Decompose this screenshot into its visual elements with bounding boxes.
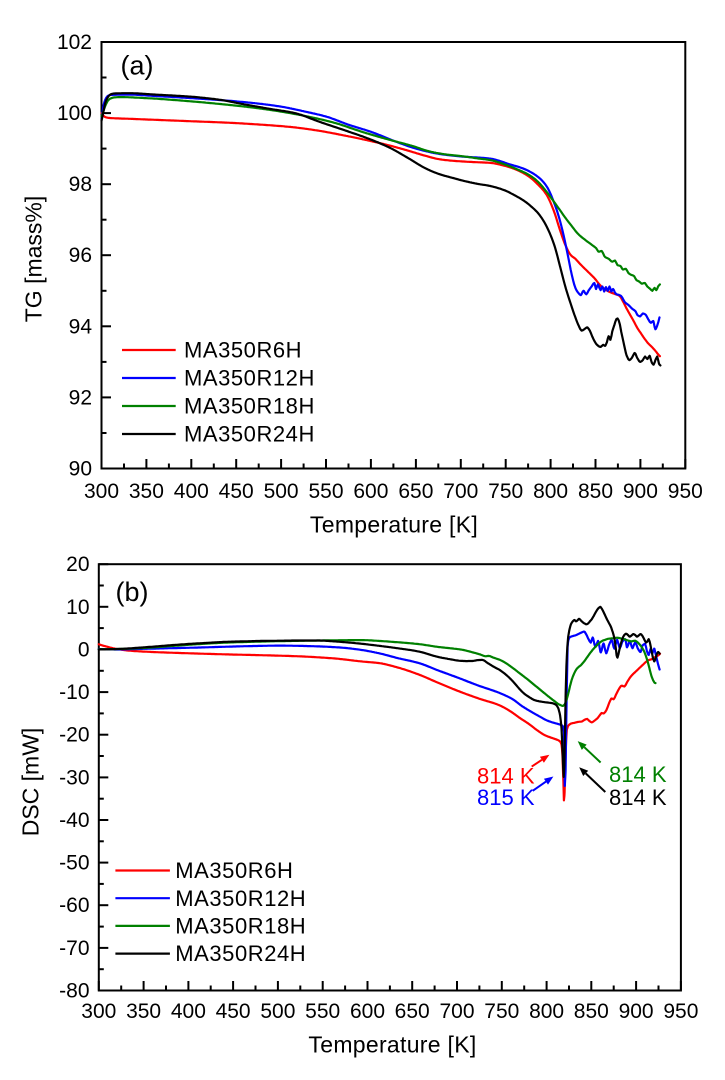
svg-text:814 K: 814 K	[609, 762, 667, 787]
svg-text:850: 850	[574, 1000, 609, 1023]
svg-text:814 K: 814 K	[609, 785, 667, 810]
svg-text:900: 900	[619, 1000, 654, 1023]
svg-text:700: 700	[439, 1000, 474, 1023]
svg-text:750: 750	[488, 480, 523, 503]
svg-text:450: 450	[216, 1000, 251, 1023]
svg-text:TG [mass%]: TG [mass%]	[20, 196, 46, 323]
svg-text:400: 400	[171, 1000, 206, 1023]
svg-text:-10: -10	[59, 681, 89, 704]
svg-text:800: 800	[529, 1000, 564, 1023]
svg-text:-80: -80	[59, 980, 89, 1003]
svg-text:500: 500	[264, 480, 299, 503]
svg-text:900: 900	[623, 480, 658, 503]
svg-text:800: 800	[533, 480, 568, 503]
svg-text:MA350R24H: MA350R24H	[184, 422, 315, 447]
svg-text:650: 650	[395, 1000, 430, 1023]
svg-text:-60: -60	[59, 894, 89, 917]
svg-text:102: 102	[57, 31, 92, 54]
svg-text:Temperature [K]: Temperature [K]	[310, 512, 478, 538]
svg-text:(a): (a)	[121, 51, 154, 81]
svg-text:600: 600	[350, 1000, 385, 1023]
svg-text:(b): (b)	[116, 577, 149, 607]
svg-text:600: 600	[353, 480, 388, 503]
svg-text:350: 350	[129, 480, 164, 503]
svg-text:300: 300	[81, 1000, 116, 1023]
svg-text:500: 500	[260, 1000, 295, 1023]
svg-text:-70: -70	[59, 937, 89, 960]
svg-text:MA350R12H: MA350R12H	[184, 366, 315, 391]
svg-text:0: 0	[78, 639, 90, 662]
svg-text:-40: -40	[59, 809, 89, 832]
svg-text:815 K: 815 K	[477, 785, 535, 810]
svg-text:MA350R6H: MA350R6H	[175, 858, 293, 883]
svg-text:-20: -20	[59, 724, 89, 747]
svg-text:100: 100	[57, 102, 92, 125]
svg-text:10: 10	[66, 596, 89, 619]
svg-text:MA350R24H: MA350R24H	[175, 941, 306, 966]
svg-text:700: 700	[443, 480, 478, 503]
svg-text:400: 400	[174, 480, 209, 503]
svg-text:DSC [mW]: DSC [mW]	[17, 728, 43, 837]
svg-text:94: 94	[69, 315, 93, 338]
svg-text:Temperature [K]: Temperature [K]	[308, 1031, 476, 1057]
svg-text:-50: -50	[59, 852, 89, 875]
svg-text:950: 950	[663, 1000, 698, 1023]
svg-text:550: 550	[308, 480, 343, 503]
svg-text:MA350R6H: MA350R6H	[184, 338, 302, 363]
svg-text:20: 20	[66, 553, 89, 576]
svg-text:98: 98	[69, 173, 92, 196]
svg-text:MA350R18H: MA350R18H	[175, 914, 306, 939]
svg-text:750: 750	[484, 1000, 519, 1023]
svg-text:92: 92	[69, 386, 92, 409]
svg-text:MA350R18H: MA350R18H	[184, 394, 315, 419]
svg-text:550: 550	[305, 1000, 340, 1023]
svg-text:450: 450	[219, 480, 254, 503]
svg-text:96: 96	[69, 244, 92, 267]
svg-text:MA350R12H: MA350R12H	[175, 886, 306, 911]
svg-text:814 K: 814 K	[477, 764, 535, 789]
svg-text:350: 350	[126, 1000, 161, 1023]
svg-text:90: 90	[69, 458, 92, 481]
svg-text:300: 300	[84, 480, 119, 503]
svg-text:950: 950	[668, 480, 703, 503]
svg-text:-30: -30	[59, 766, 89, 789]
svg-text:650: 650	[398, 480, 433, 503]
svg-text:850: 850	[578, 480, 613, 503]
